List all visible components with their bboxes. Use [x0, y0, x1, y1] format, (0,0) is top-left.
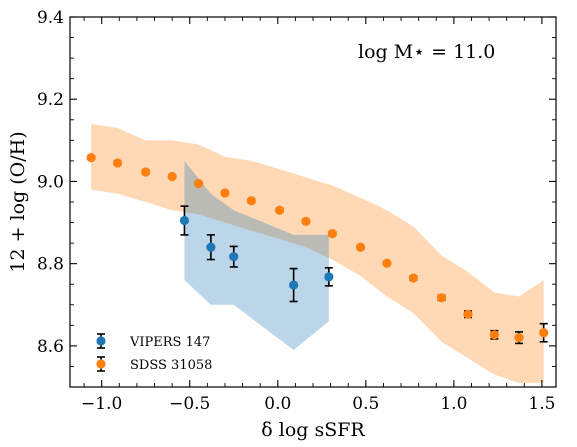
- y-tick-label: 8.6: [37, 337, 64, 357]
- legend-label: VIPERS 147: [129, 335, 210, 350]
- x-tick-label: −0.5: [169, 394, 210, 414]
- legend-entry: VIPERS 147: [96, 333, 210, 350]
- sdss-point: [86, 153, 96, 163]
- mass-annotation: log M⋆ = 11.0: [358, 41, 495, 63]
- y-tick-label: 8.8: [37, 255, 64, 275]
- sdss-point: [220, 188, 230, 198]
- data-points: [86, 153, 549, 343]
- x-tick-label: −1.0: [81, 394, 122, 414]
- sdss-point: [274, 205, 285, 215]
- sdss-point: [193, 178, 204, 189]
- sdss-point: [327, 229, 337, 239]
- x-tick-label: 1.0: [440, 394, 467, 414]
- sdss-point: [514, 333, 524, 343]
- legend-marker: [96, 359, 106, 369]
- vipers-point: [324, 272, 334, 282]
- legend-label: SDSS 31058: [130, 358, 212, 373]
- band-sdss-31058: [91, 123, 544, 383]
- sdss-point: [301, 216, 311, 226]
- legend-entry: SDSS 31058: [96, 356, 212, 373]
- sdss-point: [463, 309, 473, 319]
- x-axis-ticks: −1.0 −0.5 0.0 0.5 1.0 1.5: [81, 17, 555, 414]
- sdss-point: [141, 167, 151, 177]
- legend-marker: [96, 336, 106, 346]
- vipers-point: [229, 252, 239, 262]
- x-tick-label: 1.5: [528, 394, 555, 414]
- band-vipers-147: [184, 160, 329, 350]
- sdss-point: [382, 258, 392, 268]
- y-tick-label: 9.4: [37, 8, 64, 28]
- sdss-point: [539, 328, 549, 338]
- sdss-point: [436, 293, 447, 303]
- y-tick-label: 9.0: [37, 172, 64, 192]
- sdss-point: [408, 273, 418, 283]
- sdss-point: [489, 330, 499, 340]
- y-axis-ticks: 8.6 8.8 9.0 9.2 9.4: [37, 8, 556, 388]
- vipers-point: [206, 242, 216, 252]
- sdss-point: [112, 158, 123, 168]
- x-tick-label: 0.0: [264, 394, 291, 414]
- vipers-point: [179, 215, 190, 226]
- vipers-point: [289, 280, 299, 290]
- sdss-point: [355, 242, 366, 252]
- x-tick-label: 0.5: [352, 394, 379, 414]
- y-tick-label: 9.2: [37, 90, 64, 110]
- confidence-bands: [91, 123, 544, 383]
- sdss-point: [246, 196, 256, 206]
- sdss-point: [167, 171, 177, 182]
- legend: VIPERS 147 SDSS 31058: [96, 333, 212, 373]
- y-axis-label: 12 + log (O/H): [7, 131, 29, 272]
- x-axis-label: δ log sSFR: [261, 419, 365, 441]
